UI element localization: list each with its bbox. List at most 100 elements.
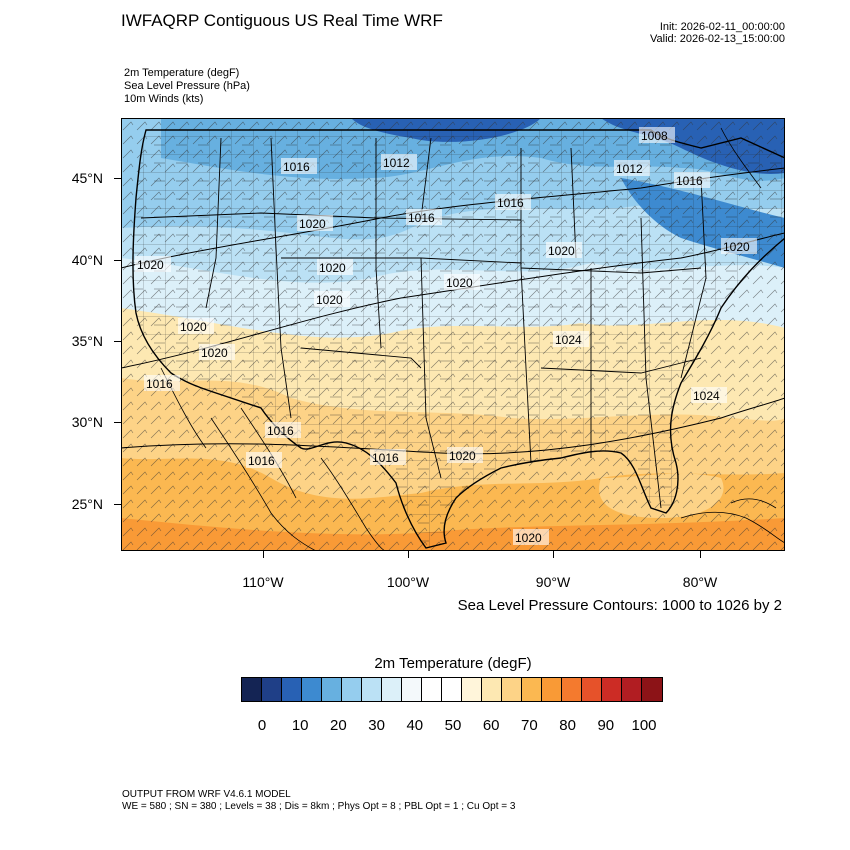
lon-tick [263, 551, 264, 558]
isobar-label: 1020 [178, 318, 214, 334]
svg-text:1012: 1012 [616, 162, 643, 176]
lat-label: 45°N [71, 170, 103, 186]
lon-label: 100°W [386, 574, 430, 590]
svg-text:1020: 1020 [449, 449, 476, 463]
run-times: Init: 2026-02-11_00:00:00 Valid: 2026-02… [650, 21, 785, 45]
colorbar-swatch [302, 678, 322, 701]
isobar-label: 1020 [317, 259, 353, 275]
isobar-label: 1020 [199, 344, 235, 360]
colorbar-swatch [242, 678, 262, 701]
svg-text:1020: 1020 [316, 293, 343, 307]
lon-label: 90°W [535, 574, 571, 590]
lat-label: 25°N [71, 496, 103, 512]
lat-tick [114, 178, 121, 179]
isobar-label: 1020 [546, 242, 582, 258]
svg-text:1020: 1020 [446, 276, 473, 290]
colorbar-label: 60 [482, 717, 500, 734]
colorbar-swatch [542, 678, 562, 701]
isobar-label: 1012 [614, 160, 650, 176]
lon-tick [553, 551, 554, 558]
colorbar-swatch [262, 678, 282, 701]
lat-label: 40°N [71, 252, 103, 268]
field-label-temperature: 2m Temperature (degF) [124, 67, 240, 79]
lon-tick [408, 551, 409, 558]
svg-text:1016: 1016 [372, 451, 399, 465]
colorbar [241, 677, 663, 702]
colorbar-swatch [462, 678, 482, 701]
svg-text:1024: 1024 [693, 389, 720, 403]
colorbar-swatch [622, 678, 642, 701]
isobar-label: 1020 [135, 256, 171, 272]
contour-info: Sea Level Pressure Contours: 1000 to 102… [457, 597, 782, 614]
isobar-label: 1020 [447, 447, 483, 463]
isobar-label: 1024 [691, 387, 727, 403]
isobar-label: 1008 [639, 127, 675, 143]
svg-text:1020: 1020 [319, 261, 346, 275]
colorbar-label: 80 [559, 717, 576, 734]
field-label-winds: 10m Winds (kts) [124, 93, 204, 105]
isobar-label: 1024 [553, 331, 589, 347]
colorbar-label: 30 [368, 717, 385, 734]
colorbar-label: 40 [406, 717, 424, 734]
colorbar-swatch [562, 678, 582, 701]
valid-time: Valid: 2026-02-13_15:00:00 [650, 33, 785, 45]
colorbar-label: 10 [291, 717, 309, 734]
svg-text:1020: 1020 [723, 240, 750, 254]
isobar-label: 1016 [674, 172, 710, 188]
colorbar-swatch [402, 678, 422, 701]
isobar-label: 1012 [381, 154, 417, 170]
colorbar-swatch [642, 678, 662, 701]
isobar-label: 1020 [721, 238, 757, 254]
model-info: OUTPUT FROM WRF V4.6.1 MODEL [122, 789, 291, 800]
lat-label: 35°N [71, 333, 103, 349]
field-label-pressure: Sea Level Pressure (hPa) [124, 80, 250, 92]
map-frame [121, 118, 785, 551]
colorbar-swatch [422, 678, 442, 701]
isobar-label: 1020 [444, 274, 480, 290]
isobar-label: 1016 [495, 194, 531, 210]
svg-text:1016: 1016 [248, 454, 275, 468]
colorbar-label: 90 [597, 717, 615, 734]
svg-text:1016: 1016 [283, 160, 310, 174]
colorbar-swatch [482, 678, 502, 701]
svg-text:1024: 1024 [555, 333, 582, 347]
svg-text:1016: 1016 [408, 211, 435, 225]
svg-text:1020: 1020 [201, 346, 228, 360]
colorbar-swatch [602, 678, 622, 701]
isobar-label: 1016 [246, 452, 282, 468]
us-outline [132, 129, 785, 549]
init-time: Init: 2026-02-11_00:00:00 [659, 21, 785, 33]
lon-label: 80°W [682, 574, 718, 590]
isobar-label-group: 1008 1012 1012 1016 1016 1016 1016 1020 … [135, 127, 757, 545]
lat-label: 30°N [71, 414, 103, 430]
colorbar-swatch [442, 678, 462, 701]
svg-text:1016: 1016 [146, 377, 173, 391]
lon-tick [700, 551, 701, 558]
colorbar-swatch [342, 678, 362, 701]
isobar-label: 1020 [513, 529, 549, 545]
svg-text:1008: 1008 [641, 129, 668, 143]
svg-text:1016: 1016 [267, 424, 294, 438]
colorbar-label: 0 [257, 717, 267, 734]
isobar-label: 1016 [144, 375, 180, 391]
svg-text:1016: 1016 [497, 196, 524, 210]
colorbar-swatch [382, 678, 402, 701]
map-title: IWFAQRP Contiguous US Real Time WRF [121, 11, 443, 30]
svg-text:1020: 1020 [180, 320, 207, 334]
colorbar-swatch [362, 678, 382, 701]
isobar-label: 1020 [297, 215, 333, 231]
colorbar-swatch [502, 678, 522, 701]
lon-label: 110°W [242, 574, 284, 590]
colorbar-swatch [582, 678, 602, 701]
isobar-label: 1020 [314, 291, 350, 307]
lat-tick [114, 260, 121, 261]
isobar-label: 1016 [265, 422, 301, 438]
weather-map: 1008 1012 1012 1016 1016 1016 1016 1020 … [121, 118, 785, 551]
lat-tick [114, 341, 121, 342]
colorbar-title: 2m Temperature (degF) [374, 655, 532, 672]
colorbar-label: 20 [330, 717, 347, 734]
isobar-label: 1016 [370, 449, 406, 465]
colorbar-swatch [522, 678, 542, 701]
colorbar-label: 70 [521, 717, 538, 734]
isobar-label: 1016 [406, 209, 442, 225]
